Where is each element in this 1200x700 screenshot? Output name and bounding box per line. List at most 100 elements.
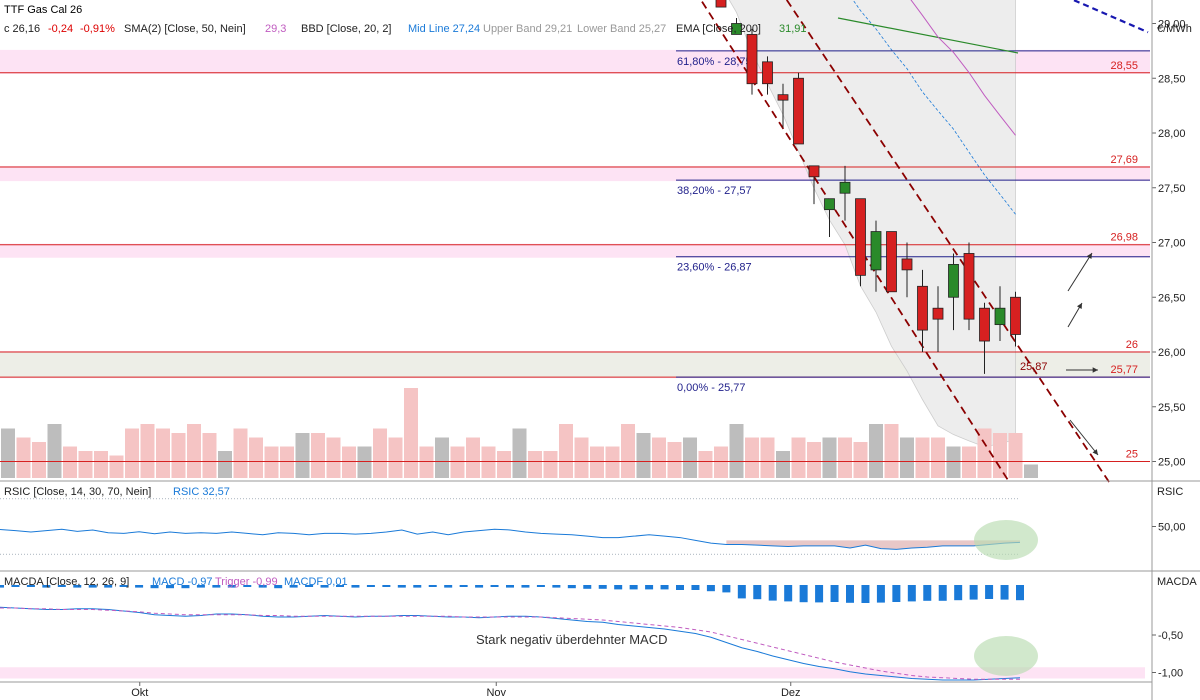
- macd-y-tick-label: -1,00: [1158, 668, 1183, 680]
- candle-body: [1010, 296, 1021, 335]
- macd-histogram-bar: [846, 585, 854, 603]
- volume-bar: [16, 437, 31, 478]
- macd-histogram-bar: [119, 585, 128, 587]
- trendlines: 30,0629,3825,87: [699, 0, 1149, 484]
- header-lower-band: Lower Band 25,27: [577, 23, 666, 35]
- volume-bar: [574, 437, 589, 478]
- volume-bar: [419, 446, 434, 478]
- rsi-axis-label: RSIC: [1157, 486, 1183, 498]
- macd-histogram-bar: [351, 585, 360, 588]
- chart-header: TTF Gas Cal 26 c 26,16 -0,24 -0,91% SMA(…: [4, 4, 1192, 35]
- volume-bar: [915, 437, 930, 478]
- y-tick-label: 27,50: [1158, 183, 1186, 195]
- macd-header: MACDA [Close, 12, 26, 9]: [4, 576, 129, 588]
- x-tick-label: Dez: [781, 687, 801, 699]
- volume-bar: [47, 424, 62, 478]
- y-tick-label: 26,50: [1158, 292, 1186, 304]
- level-label: 26: [1126, 339, 1138, 351]
- macd-histogram-bar: [212, 585, 221, 588]
- macd-histogram-bar: [583, 585, 592, 589]
- header-mid-line: Mid Line 27,24: [408, 23, 480, 35]
- volume-bar: [218, 451, 232, 478]
- y-tick-label: 28,50: [1158, 73, 1186, 85]
- macd-histogram-bar: [88, 585, 97, 588]
- volume-bar: [869, 424, 883, 478]
- arrow-head: [1086, 253, 1092, 259]
- macd-histogram-bar: [104, 585, 113, 588]
- macd-histogram-bar: [42, 585, 51, 588]
- macd-histogram-bar: [954, 585, 963, 601]
- macd-histogram-bar: [614, 585, 623, 590]
- macd-highlight-ellipse: [974, 636, 1038, 676]
- y-tick-label: 29,00: [1158, 19, 1186, 31]
- candle-body: [855, 198, 866, 276]
- candles: [715, 0, 1021, 374]
- macd-histogram-bar: [938, 585, 947, 601]
- volume-bar: [78, 451, 93, 478]
- macd-histogram-bar: [320, 585, 329, 588]
- header-close: c 26,16: [4, 23, 40, 35]
- macd-histogram-bar: [196, 585, 205, 588]
- candle-body: [777, 94, 789, 101]
- trendline-label: 25,87: [1020, 361, 1048, 373]
- volume-bar: [357, 446, 372, 478]
- macd-pane: -0,50 -1,00: [0, 585, 1183, 681]
- candle-body: [932, 307, 944, 320]
- volume-bar: [760, 437, 775, 478]
- volume-bar: [714, 446, 728, 478]
- macd-histogram-bar: [985, 585, 994, 599]
- arrow-head: [1092, 449, 1098, 455]
- level-label: 27,69: [1110, 154, 1138, 166]
- volume-bar: [140, 424, 155, 478]
- volume-bar: [264, 446, 279, 478]
- volume-bar: [32, 442, 46, 478]
- macd-histogram-bar: [26, 585, 35, 587]
- candle-body: [715, 0, 727, 8]
- volume-bar: [1024, 464, 1038, 478]
- volume-bar: [63, 446, 77, 478]
- macd-histogram-bar: [660, 585, 669, 590]
- macd-histogram-bar: [289, 585, 298, 588]
- volume-bar: [993, 433, 1007, 478]
- volume-bar: [233, 428, 248, 478]
- candle-body: [793, 77, 804, 145]
- volume-bar: [977, 428, 992, 478]
- candle-body: [808, 165, 820, 178]
- volume-bar: [729, 424, 744, 478]
- volume-bar: [962, 446, 976, 478]
- header-sma: SMA(2) [Close, 50, Nein]: [124, 23, 246, 35]
- fib-label: 61,80% - 28,75: [677, 56, 752, 68]
- volume-bar: [838, 437, 852, 478]
- macd-value: MACD -0,97: [152, 576, 213, 588]
- volume-bar: [621, 424, 635, 478]
- macd-histogram-bar: [830, 585, 839, 602]
- macd-histogram-bar: [876, 585, 885, 603]
- macd-histogram-bar: [768, 585, 777, 601]
- macd-histogram-bar: [892, 585, 901, 602]
- volume-bar: [931, 437, 945, 478]
- volume-bar: [497, 451, 511, 478]
- rsi-pane: 50,00: [0, 498, 1186, 560]
- macd-histogram-bar: [57, 585, 66, 587]
- volume-bar: [791, 437, 806, 478]
- macd-histogram-bar: [907, 585, 916, 602]
- macd-histogram-bar: [506, 585, 514, 588]
- volume-bar: [636, 433, 651, 478]
- macd-histogram-bar: [815, 585, 824, 603]
- volume-bar: [466, 437, 480, 478]
- volume-bar: [342, 446, 356, 478]
- channel-upper-line: [785, 0, 1111, 484]
- chart-title: TTF Gas Cal 26: [4, 4, 82, 16]
- macd-histogram-bar: [444, 585, 453, 588]
- fib-label: 0,00% - 25,77: [677, 382, 746, 394]
- y-tick-label: 25,00: [1158, 457, 1186, 469]
- header-upper-band: Upper Band 29,21: [483, 23, 572, 35]
- macd-histogram-bar: [629, 585, 638, 590]
- level-label: 25: [1126, 449, 1138, 461]
- volume-bar: [388, 437, 403, 478]
- header-change-pct: -0,91%: [80, 23, 115, 35]
- macd-histogram-bar: [227, 585, 236, 588]
- arrow-shaft: [1067, 252, 1093, 292]
- macd-histogram-bar: [784, 585, 793, 602]
